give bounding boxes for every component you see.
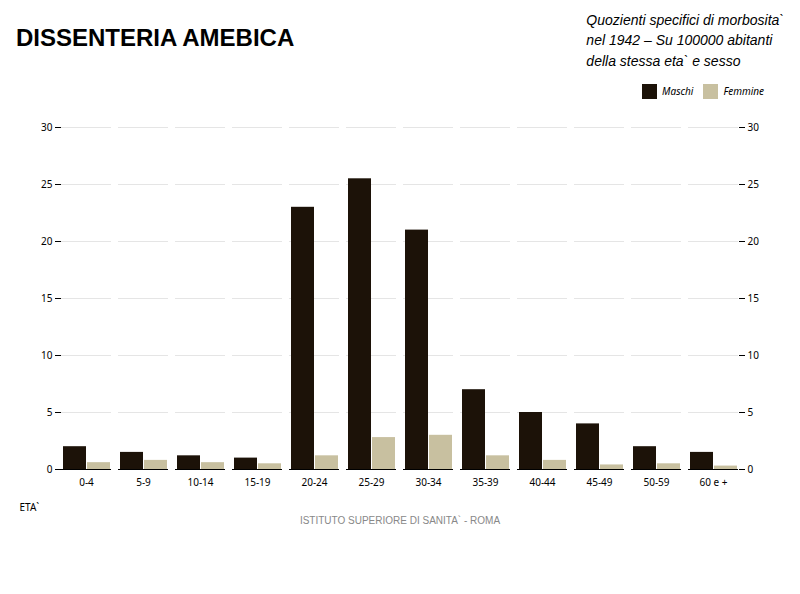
svg-text:30: 30: [748, 120, 760, 134]
svg-text:ETA`: ETA`: [20, 499, 40, 513]
svg-text:5: 5: [748, 405, 754, 419]
svg-text:0: 0: [47, 462, 53, 476]
svg-text:0-4: 0-4: [79, 474, 94, 488]
svg-text:25: 25: [748, 177, 760, 191]
svg-text:20-24: 20-24: [301, 474, 327, 488]
svg-text:35-39: 35-39: [472, 474, 498, 488]
svg-text:50-59: 50-59: [643, 474, 669, 488]
svg-text:10-14: 10-14: [187, 474, 213, 488]
svg-text:5: 5: [47, 405, 53, 419]
svg-text:10: 10: [41, 348, 53, 362]
html-text:Femmine: Femmine: [723, 84, 764, 99]
svg-text:20: 20: [41, 234, 53, 248]
svg-text:30: 30: [41, 120, 53, 134]
svg-text:40-44: 40-44: [529, 474, 555, 488]
svg-text:25: 25: [41, 177, 53, 191]
svg-text:10: 10: [748, 348, 760, 362]
svg-text:5-9: 5-9: [136, 474, 151, 488]
svg-text:0: 0: [748, 462, 754, 476]
svg-text:20: 20: [748, 234, 760, 248]
svg-text:30-34: 30-34: [415, 474, 441, 488]
html-text:DISSENTERIA AMEBICA: DISSENTERIA AMEBICA: [16, 24, 295, 51]
html-text:ISTITUTO SUPERIORE DI SANITA`: ISTITUTO SUPERIORE DI SANITA` - ROMA: [299, 514, 501, 526]
svg-text:45-49: 45-49: [586, 474, 612, 488]
html-text:Maschi: Maschi: [662, 84, 694, 99]
html-text:Quozienti specifici di morbosi: Quozienti specifici di morbosita` nel 19…: [586, 12, 784, 69]
svg-text:15: 15: [41, 291, 53, 305]
svg-text:15: 15: [748, 291, 760, 305]
svg-text:25-29: 25-29: [358, 474, 384, 488]
svg-text:15-19: 15-19: [244, 474, 270, 488]
svg-text:60 e +: 60 e +: [700, 474, 728, 488]
